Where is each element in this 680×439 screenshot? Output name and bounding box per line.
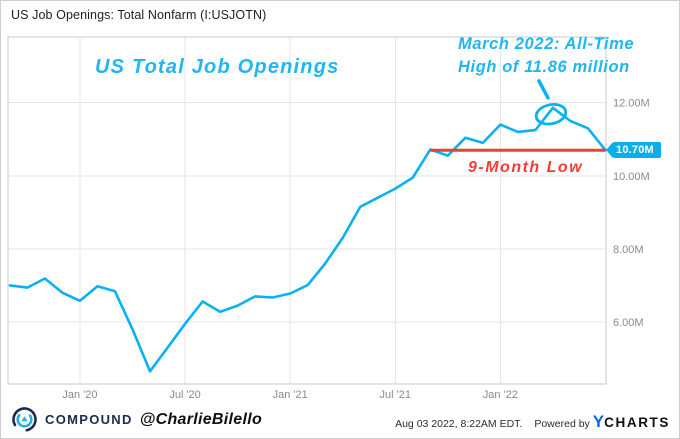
- ycharts-logo-charts: CHARTS: [604, 415, 670, 430]
- footer-attribution-group: Aug 03 2022, 8:22AM EDT. Powered by YCHA…: [395, 412, 670, 432]
- annotation-low-label: 9-Month Low: [468, 159, 584, 176]
- powered-by-label: Powered by: [534, 418, 590, 430]
- timestamp: Aug 03 2022, 8:22AM EDT.: [395, 418, 523, 430]
- annotation-callout-line2: High of 11.86 million: [458, 58, 630, 76]
- x-tick-label: Jan '20: [62, 389, 97, 401]
- ycharts-logo: YCHARTS: [593, 412, 670, 432]
- chart-title: US Job Openings: Total Nonfarm (I:USJOTN…: [11, 8, 267, 22]
- brand-name: COMPOUND: [45, 412, 133, 427]
- y-tick-label: 12.00M: [613, 98, 650, 110]
- y-tick-label: 8.00M: [613, 244, 644, 256]
- y-tick-label: 10.00M: [613, 171, 650, 183]
- series-line: [8, 106, 607, 373]
- badge-label: 10.70M: [613, 142, 661, 159]
- plot-border: [7, 36, 607, 385]
- y-tick-label: 6.00M: [613, 317, 644, 329]
- last-value-badge: 10.70M: [606, 142, 661, 159]
- x-tick-label: Jul '20: [169, 389, 200, 401]
- x-tick-label: Jan '22: [483, 389, 518, 401]
- ycharts-logo-y: Y: [592, 412, 605, 431]
- x-tick-label: Jul '21: [380, 389, 411, 401]
- badge-arrow-icon: [606, 142, 613, 159]
- footer-brand-group: COMPOUND @CharlieBilello: [11, 406, 262, 433]
- callout-arrow-stroke: [537, 79, 550, 100]
- annotation-callout-line1: March 2022: All-Time: [458, 35, 635, 53]
- annotation-callout: March 2022: All-Time High of 11.86 milli…: [458, 33, 634, 79]
- compound-logo-icon: [12, 407, 37, 432]
- callout-ellipse: [534, 103, 568, 126]
- x-tick-label: Jan '21: [273, 389, 308, 401]
- annotation-series-label: US Total Job Openings: [95, 56, 340, 78]
- twitter-handle: @CharlieBilello: [139, 410, 263, 428]
